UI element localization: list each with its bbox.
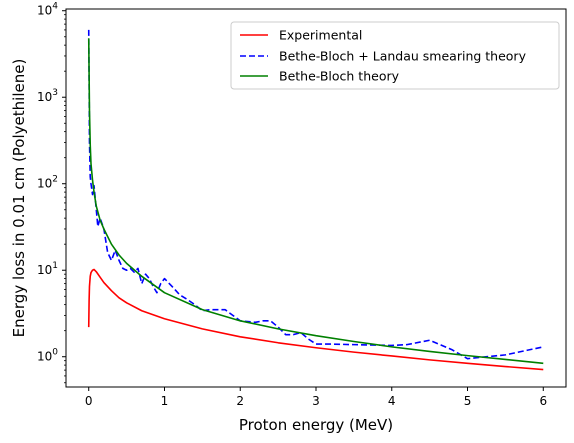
x-tick-label: 6 — [539, 394, 547, 408]
legend-label-bethe-bloch: Bethe-Bloch theory — [279, 69, 400, 84]
x-tick-label: 0 — [85, 394, 93, 408]
x-tick-label: 3 — [312, 394, 320, 408]
plot-area — [65, 8, 567, 388]
series-layer — [87, 29, 544, 371]
legend-box — [230, 21, 560, 90]
x-axis-label: Proton energy (MeV) — [239, 416, 393, 434]
legend-label-experimental: Experimental — [279, 28, 362, 43]
series-line-2 — [87, 38, 544, 365]
series-line-1 — [87, 29, 544, 360]
legend: Experimental Bethe-Bloch + Landau smeari… — [230, 21, 560, 90]
x-axis-ticks: 0 1 2 3 4 5 6 — [85, 387, 547, 408]
x-tick-label: 4 — [388, 394, 396, 408]
legend-label-bethe-bloch-landau: Bethe-Bloch + Landau smearing theory — [279, 49, 527, 64]
y-axis-label: Energy loss in 0.01 cm (Polyethilene) — [10, 59, 28, 338]
x-tick-label: 2 — [236, 394, 244, 408]
series-line-0 — [87, 268, 544, 371]
x-tick-label: 5 — [464, 394, 472, 408]
x-tick-label: 1 — [161, 394, 169, 408]
